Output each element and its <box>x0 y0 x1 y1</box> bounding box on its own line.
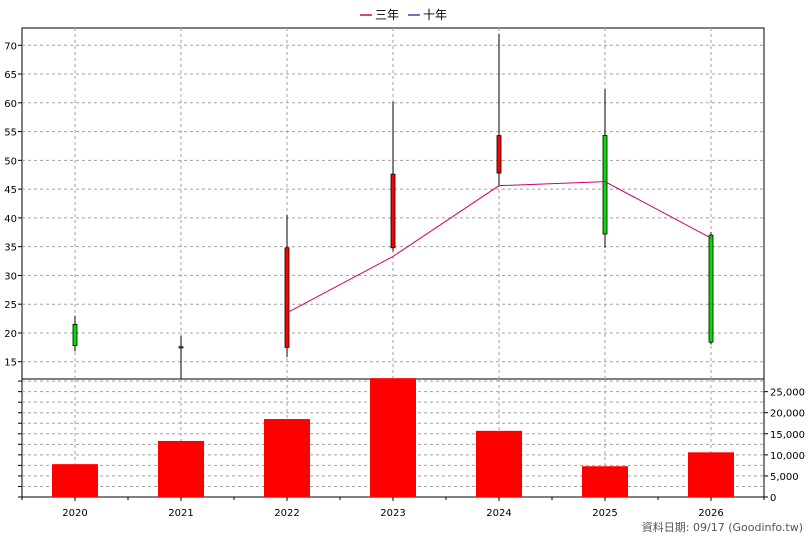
price-tick-label: 45 <box>4 185 17 196</box>
x-tick-label-2021: 2021 <box>168 508 193 519</box>
source-date-label: 資料日期: 09/17 (Goodinfo.tw) <box>642 520 803 534</box>
candle-body-2024 <box>496 135 502 174</box>
candle-body-2020 <box>72 323 78 347</box>
x-tick-label-2026: 2026 <box>698 508 723 519</box>
price-tick-label: 15 <box>4 358 17 369</box>
price-tick-label: 35 <box>4 243 17 254</box>
volume-bar-2023 <box>370 378 416 497</box>
volume-bar-2022 <box>264 419 310 497</box>
candle-body-2026 <box>708 234 714 343</box>
price-tick-label: 55 <box>4 128 17 139</box>
x-tick-label-2024: 2024 <box>486 508 511 519</box>
series-line-0 <box>286 181 712 314</box>
price-tick-label: 25 <box>4 300 17 311</box>
x-tick-label-2023: 2023 <box>380 508 405 519</box>
price-panel: 15 20 25 30 35 40 45 50 55 60 65 70 <box>4 27 765 381</box>
volume-tick-label: 20,000 <box>770 409 805 420</box>
legend-label-1: 十年 <box>423 8 447 22</box>
volume-panel: 0 5,000 10,000 15,000 20,000 25,000 <box>18 378 805 504</box>
price-tick-label: 60 <box>4 99 17 110</box>
x-axis: 2020 2021 2022 2023 2024 2025 2026 <box>21 497 765 519</box>
candle-body-2021 <box>178 346 184 349</box>
volume-bar-2026 <box>688 452 734 497</box>
volume-tick-label: 25,000 <box>770 388 805 399</box>
price-tick-label: 40 <box>4 214 17 225</box>
volume-tick-label: 0 <box>770 493 776 504</box>
volume-bar-2021 <box>158 440 204 497</box>
volume-bar-2020 <box>52 464 98 497</box>
candle-body-2023 <box>390 173 396 249</box>
price-tick-label: 65 <box>4 70 17 81</box>
x-tick-label-2025: 2025 <box>592 508 617 519</box>
candle-body-2025 <box>602 135 608 235</box>
x-tick-label-2022: 2022 <box>274 508 299 519</box>
volume-bar-2025 <box>582 466 628 497</box>
volume-tick-label: 10,000 <box>770 451 805 462</box>
price-tick-label: 50 <box>4 156 17 167</box>
price-tick-label: 70 <box>4 41 17 52</box>
volume-bar-2024 <box>476 430 522 497</box>
price-tick-label: 20 <box>4 329 17 340</box>
chart-legend: 三年 十年 <box>360 8 447 22</box>
x-tick-label-2020: 2020 <box>62 508 87 519</box>
volume-tick-label: 5,000 <box>770 472 799 483</box>
price-tick-label: 30 <box>4 271 17 282</box>
volume-tick-label: 15,000 <box>770 430 805 441</box>
candle-body-2022 <box>284 247 290 348</box>
legend-label-0: 三年 <box>375 8 399 22</box>
